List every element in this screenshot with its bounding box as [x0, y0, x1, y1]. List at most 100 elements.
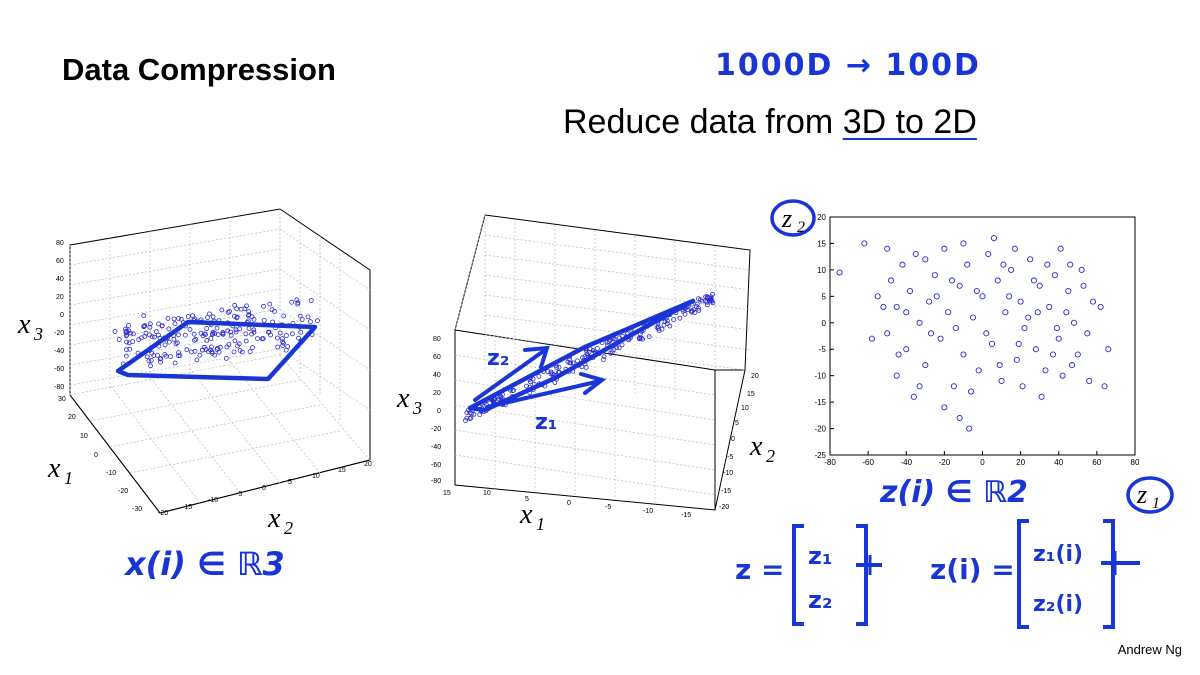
point — [148, 363, 153, 369]
x1-label-main: x — [519, 499, 533, 530]
data-point — [1015, 340, 1022, 347]
data-point — [874, 293, 881, 300]
data-point — [1078, 266, 1085, 273]
point — [198, 330, 204, 336]
tick: 10 — [312, 473, 320, 480]
tick: 0 — [60, 312, 64, 319]
data-point — [895, 351, 902, 358]
tick: 20 — [364, 461, 372, 468]
point — [151, 334, 157, 340]
data-point — [1057, 245, 1064, 252]
eq1-row2: z₂ — [808, 586, 832, 614]
point — [661, 322, 667, 328]
point — [168, 354, 173, 359]
point — [269, 307, 275, 312]
point — [178, 316, 184, 322]
point — [689, 308, 695, 314]
point — [227, 309, 232, 314]
point — [280, 343, 286, 349]
y-tick-label: -5 — [819, 345, 827, 354]
point — [251, 327, 257, 333]
tick: 30 — [58, 396, 66, 403]
point — [173, 341, 179, 347]
point — [215, 332, 221, 338]
z2-axis-subscript: 2 — [797, 219, 805, 236]
y-tick-label: 10 — [817, 266, 826, 275]
point — [243, 331, 249, 337]
tick: 20 — [68, 414, 76, 421]
tick: -15 — [182, 504, 192, 511]
data-point — [861, 240, 868, 247]
data-point — [922, 362, 929, 369]
data-point — [1017, 298, 1024, 305]
data-point — [1080, 282, 1087, 289]
point — [208, 347, 213, 353]
tick: -60 — [54, 366, 64, 373]
point — [148, 357, 154, 363]
x3-label-sub: 3 — [33, 324, 43, 344]
point — [267, 301, 273, 307]
data-point — [1006, 293, 1013, 300]
point — [176, 350, 182, 356]
point — [166, 326, 172, 332]
point — [141, 323, 147, 329]
point — [138, 335, 144, 341]
subtitle-prefix: Reduce data from — [563, 103, 843, 141]
plot3d-middle-z-ticks: 80 60 40 20 0 -20 -40 -60 -80 — [431, 336, 441, 485]
point — [704, 302, 710, 308]
point — [696, 308, 702, 313]
point — [228, 332, 234, 338]
point — [141, 313, 147, 319]
x1-label-sub: 1 — [64, 468, 73, 488]
point — [616, 345, 622, 351]
point — [237, 326, 243, 332]
tick: -20 — [719, 504, 729, 511]
data-point — [966, 425, 973, 432]
point — [285, 344, 291, 349]
data-point — [969, 314, 977, 321]
data-point — [1059, 372, 1066, 379]
point — [126, 340, 132, 346]
data-point — [950, 383, 957, 390]
z2-vector-label: z₂ — [487, 346, 509, 371]
point — [710, 300, 716, 306]
tick: 0 — [94, 452, 98, 459]
point — [699, 298, 705, 304]
tick: -5 — [727, 454, 733, 461]
data-point — [868, 335, 875, 342]
data-point — [983, 330, 990, 337]
data-point — [926, 298, 933, 305]
data-point — [956, 282, 963, 289]
point — [220, 330, 226, 335]
point — [279, 336, 285, 342]
point — [556, 364, 562, 370]
point — [601, 354, 607, 360]
point — [185, 314, 191, 319]
point — [307, 319, 313, 324]
point — [297, 313, 303, 319]
data-point — [903, 346, 910, 353]
subtitle-highlight: 3D to 2D — [842, 103, 977, 141]
point — [123, 330, 129, 336]
point — [260, 336, 266, 341]
point — [203, 347, 209, 352]
point — [171, 316, 177, 322]
point — [214, 325, 220, 331]
point — [188, 349, 194, 355]
data-point — [968, 388, 975, 395]
point — [224, 344, 230, 350]
point — [275, 335, 280, 341]
plot3d-left-x-ticks: -20 -15 -10 -5 0 5 10 15 20 — [158, 461, 372, 517]
eq2-row2: z₂(i) — [1033, 592, 1083, 617]
point — [471, 411, 477, 417]
point — [147, 321, 153, 327]
point — [192, 337, 197, 343]
point — [251, 329, 257, 335]
point — [123, 333, 129, 339]
data-point — [1000, 261, 1007, 268]
x2-label-sub: 2 — [284, 518, 293, 535]
point — [219, 307, 225, 313]
slide-subtitle: Reduce data from 3D to 2D — [563, 103, 977, 142]
data-point — [1013, 356, 1020, 363]
eq2-row1: z₁(i) — [1033, 542, 1083, 567]
